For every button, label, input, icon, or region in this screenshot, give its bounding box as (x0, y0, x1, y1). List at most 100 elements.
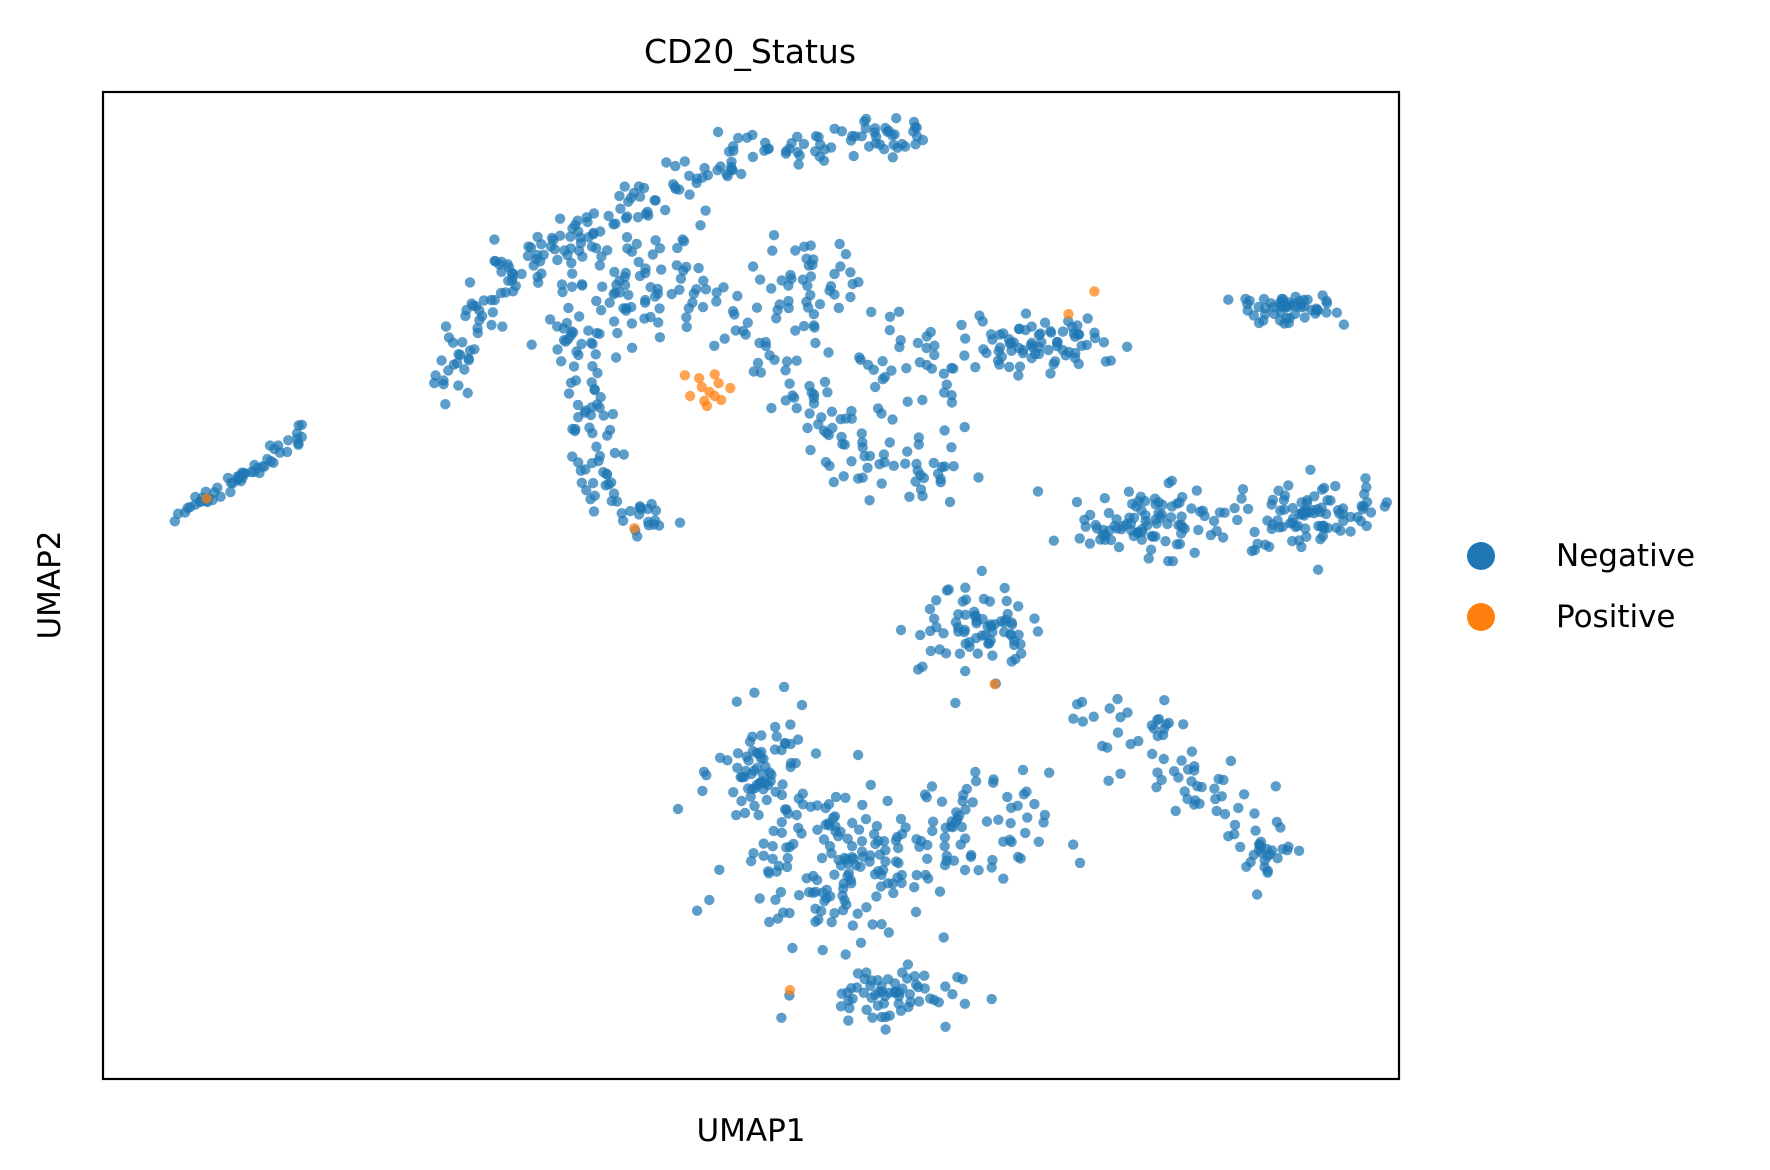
point-negative (840, 949, 851, 960)
point-negative (946, 442, 957, 453)
point-negative (778, 907, 789, 918)
point-negative (619, 271, 630, 283)
point-negative (1193, 524, 1204, 536)
point-negative (440, 399, 451, 410)
point-negative (739, 807, 751, 819)
point-negative (877, 356, 888, 367)
point-negative (767, 853, 778, 864)
point-negative (583, 325, 594, 336)
point-positive (201, 493, 212, 504)
point-negative (840, 792, 851, 803)
point-negative (928, 613, 940, 624)
point-negative (785, 269, 796, 281)
point-negative (1312, 504, 1323, 515)
point-negative (998, 836, 1009, 847)
point-negative (1121, 341, 1133, 352)
point-negative (754, 893, 765, 904)
point-negative (496, 266, 507, 277)
point-negative (688, 288, 699, 299)
point-negative (1250, 825, 1261, 836)
point-negative (1262, 867, 1273, 878)
point-negative (998, 873, 1009, 884)
point-negative (293, 420, 304, 431)
point-negative (960, 594, 972, 605)
point-negative (771, 731, 782, 742)
point-negative (503, 275, 514, 286)
point-negative (704, 894, 715, 906)
point-negative (1216, 791, 1228, 802)
point-positive (989, 679, 1000, 690)
point-negative (813, 131, 824, 143)
point-negative (914, 357, 926, 368)
point-negative (966, 849, 977, 861)
point-negative (791, 355, 802, 366)
point-negative (823, 429, 834, 441)
point-negative (1300, 523, 1311, 534)
point-negative (1251, 889, 1263, 900)
point-negative (768, 825, 779, 837)
point-negative (810, 903, 821, 914)
point-negative (1229, 503, 1240, 514)
point-negative (1170, 805, 1181, 817)
point-negative (842, 833, 853, 844)
point-negative (853, 276, 864, 288)
point-negative (656, 264, 667, 275)
point-negative (1013, 629, 1024, 640)
point-negative (840, 249, 852, 260)
point-negative (182, 502, 193, 514)
point-negative (846, 405, 857, 417)
point-negative (621, 232, 633, 243)
point-negative (895, 813, 907, 825)
point-negative (1365, 507, 1377, 518)
point-negative (489, 234, 500, 245)
point-negative (654, 243, 666, 254)
point-negative (1012, 800, 1023, 811)
point-negative (1287, 502, 1299, 514)
point-negative (631, 238, 642, 250)
point-negative (743, 755, 754, 766)
point-negative (1017, 764, 1029, 776)
point-negative (823, 347, 834, 358)
point-positive (725, 382, 736, 394)
point-negative (888, 460, 899, 471)
point-negative (601, 469, 613, 480)
point-negative (1005, 818, 1016, 829)
point-negative (1360, 473, 1371, 484)
point-negative (826, 916, 837, 928)
point-negative (732, 762, 743, 773)
point-negative (1006, 656, 1017, 667)
point-negative (984, 596, 996, 607)
point-negative (718, 282, 729, 293)
point-negative (807, 887, 819, 898)
point-negative (874, 139, 886, 150)
point-negative (568, 361, 580, 372)
point-negative (913, 996, 925, 1007)
point-negative (1146, 530, 1158, 542)
point-negative (642, 503, 653, 515)
point-negative (794, 150, 805, 161)
y-axis-label: UMAP2 (32, 530, 68, 639)
point-negative (1002, 608, 1013, 620)
point-negative (522, 250, 534, 262)
point-negative (973, 865, 984, 876)
point-negative (893, 990, 905, 1002)
point-negative (877, 374, 888, 385)
point-negative (902, 973, 913, 984)
point-negative (960, 665, 971, 677)
point-negative (1112, 727, 1124, 738)
point-negative (576, 477, 587, 488)
point-negative (1070, 347, 1081, 359)
point-negative (1032, 486, 1044, 497)
point-negative (917, 394, 928, 406)
point-negative (1271, 816, 1283, 828)
point-negative (940, 981, 951, 992)
point-negative (623, 289, 634, 301)
point-negative (618, 449, 629, 460)
point-negative (948, 461, 959, 472)
point-negative (817, 944, 828, 956)
point-negative (212, 482, 223, 493)
point-negative (660, 204, 671, 216)
point-negative (884, 325, 895, 336)
point-negative (607, 408, 619, 420)
